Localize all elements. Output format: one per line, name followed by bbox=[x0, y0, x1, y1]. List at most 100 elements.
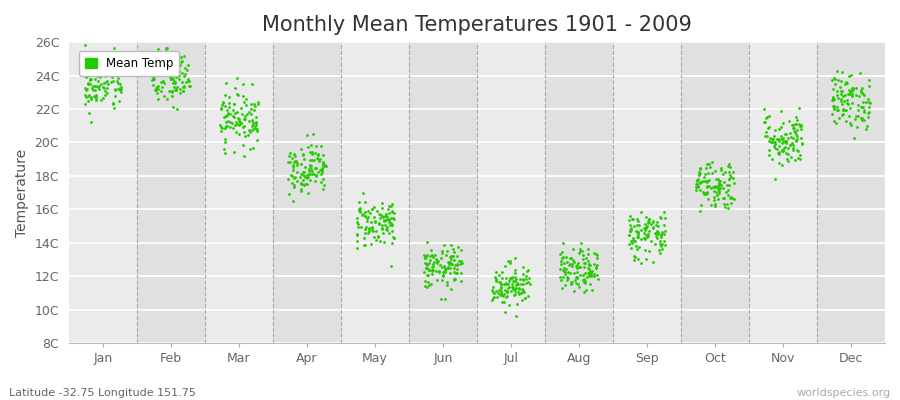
Bar bbox=[205, 42, 273, 343]
Point bbox=[642, 216, 656, 222]
Point bbox=[87, 66, 102, 72]
Point bbox=[425, 252, 439, 258]
Point bbox=[776, 135, 790, 141]
Point bbox=[421, 260, 436, 267]
Point bbox=[578, 278, 592, 284]
Point bbox=[837, 98, 851, 104]
Point bbox=[508, 270, 522, 276]
Point bbox=[285, 164, 300, 170]
Point bbox=[585, 287, 599, 294]
Point bbox=[362, 224, 376, 231]
Point bbox=[776, 138, 790, 144]
Point bbox=[160, 96, 175, 103]
Point bbox=[316, 160, 330, 167]
Point bbox=[165, 64, 179, 70]
Point bbox=[584, 272, 598, 278]
Point bbox=[849, 92, 863, 98]
Point bbox=[216, 100, 230, 106]
Point bbox=[564, 279, 579, 286]
Point bbox=[790, 133, 805, 140]
Point bbox=[108, 86, 122, 92]
Point bbox=[113, 86, 128, 92]
Point bbox=[310, 173, 324, 180]
Point bbox=[286, 184, 301, 190]
Point bbox=[93, 82, 107, 89]
Point bbox=[443, 254, 457, 260]
Point bbox=[778, 144, 792, 150]
Point bbox=[628, 228, 643, 234]
Point bbox=[722, 176, 736, 182]
Point bbox=[628, 243, 643, 250]
Point bbox=[503, 260, 517, 266]
Point bbox=[634, 236, 648, 243]
Point bbox=[172, 76, 186, 82]
Point bbox=[450, 270, 464, 276]
Point bbox=[164, 76, 178, 82]
Point bbox=[231, 116, 246, 123]
Point bbox=[177, 84, 192, 90]
Point bbox=[630, 215, 644, 222]
Point bbox=[771, 150, 786, 157]
Point bbox=[626, 256, 641, 263]
Point bbox=[845, 87, 859, 94]
Point bbox=[436, 263, 451, 269]
Point bbox=[310, 155, 324, 162]
Point bbox=[842, 87, 857, 94]
Point bbox=[147, 66, 161, 72]
Point bbox=[842, 120, 857, 126]
Point bbox=[849, 113, 863, 119]
Point bbox=[437, 267, 452, 273]
Point bbox=[96, 85, 111, 91]
Point bbox=[370, 233, 384, 239]
Point bbox=[105, 100, 120, 106]
Point bbox=[688, 187, 703, 193]
Point bbox=[587, 273, 601, 279]
Point bbox=[573, 240, 588, 246]
Point bbox=[522, 281, 536, 288]
Point bbox=[214, 102, 229, 108]
Point bbox=[859, 98, 873, 105]
Point bbox=[706, 188, 721, 194]
Point bbox=[703, 164, 717, 170]
Point bbox=[372, 221, 386, 227]
Point bbox=[521, 267, 535, 273]
Point bbox=[181, 83, 195, 89]
Point bbox=[384, 220, 399, 226]
Point bbox=[786, 134, 800, 141]
Point bbox=[84, 118, 98, 125]
Point bbox=[363, 210, 377, 216]
Point bbox=[693, 180, 707, 186]
Point bbox=[569, 274, 583, 281]
Point bbox=[555, 249, 570, 256]
Point bbox=[350, 231, 365, 238]
Point bbox=[418, 253, 432, 260]
Point bbox=[576, 272, 590, 278]
Point bbox=[286, 175, 301, 182]
Point bbox=[305, 156, 320, 163]
Point bbox=[845, 84, 859, 91]
Point bbox=[712, 188, 726, 194]
Point bbox=[146, 72, 160, 79]
Point bbox=[843, 72, 858, 78]
Point bbox=[289, 158, 303, 164]
Point bbox=[308, 178, 322, 184]
Point bbox=[159, 64, 174, 70]
Point bbox=[693, 165, 707, 171]
Point bbox=[106, 68, 121, 75]
Point bbox=[642, 248, 656, 254]
Point bbox=[234, 105, 248, 111]
Point bbox=[793, 122, 807, 129]
Point bbox=[149, 90, 164, 96]
Point bbox=[554, 255, 569, 261]
Point bbox=[516, 281, 530, 287]
Point bbox=[657, 228, 671, 234]
Point bbox=[725, 169, 740, 175]
Point bbox=[296, 169, 310, 175]
Point bbox=[151, 83, 166, 90]
Point bbox=[508, 276, 523, 283]
Point bbox=[762, 138, 777, 144]
Point bbox=[88, 76, 103, 82]
Point bbox=[177, 72, 192, 79]
Point bbox=[764, 139, 778, 146]
Point bbox=[436, 273, 450, 279]
